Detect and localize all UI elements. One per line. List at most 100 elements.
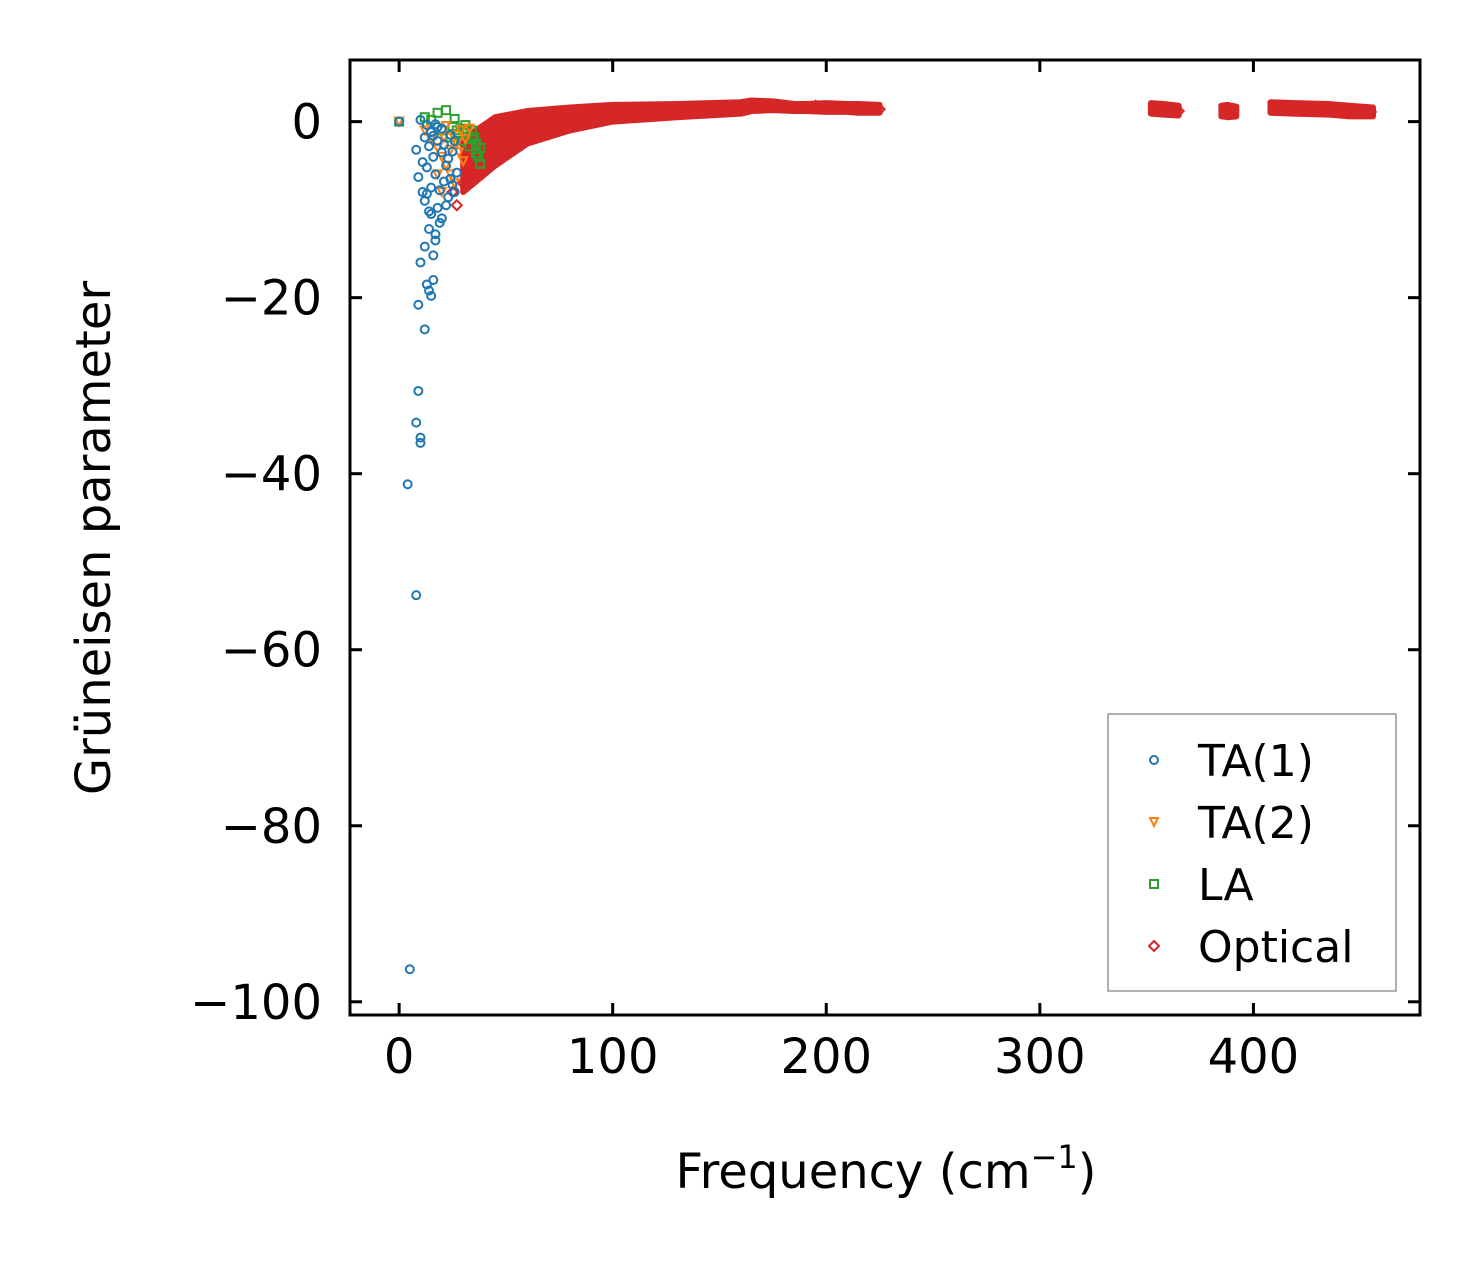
data-point	[464, 141, 475, 152]
data-point	[419, 241, 430, 252]
y-tick-label: −20	[221, 271, 322, 327]
data-point	[520, 119, 534, 133]
plot-frame	[348, 58, 1422, 1017]
data-point	[441, 105, 452, 116]
data-point	[606, 108, 620, 121]
data-point	[809, 99, 823, 113]
data-point	[1289, 101, 1303, 115]
axes: 0 100 200 300 400 0 −20 −40 −60 −80 −100	[190, 58, 1422, 1085]
data-point	[1353, 104, 1367, 118]
data-point	[1364, 105, 1378, 119]
legend-marker	[1148, 817, 1160, 829]
data-point	[415, 114, 426, 125]
legend-label: TA(1)	[1197, 736, 1314, 787]
legend-item: TA(2)	[1148, 798, 1314, 849]
y-tick-label: −80	[221, 799, 322, 855]
data-point	[627, 106, 641, 120]
data-point	[451, 167, 462, 178]
data-point	[691, 102, 705, 116]
x-tick-label: 100	[567, 1029, 659, 1085]
x-axis-label-end: )	[1078, 1144, 1097, 1200]
y-tick-label: 0	[291, 95, 322, 151]
data-point	[411, 590, 422, 601]
data-point	[510, 124, 524, 137]
data-point	[461, 168, 474, 181]
data-point	[499, 128, 513, 142]
data-point	[434, 185, 445, 196]
data-point	[430, 169, 441, 180]
data-point	[1172, 104, 1186, 118]
data-point	[426, 182, 437, 193]
data-point	[413, 385, 424, 396]
data-point	[428, 275, 439, 286]
data-point	[432, 202, 443, 213]
legend-marker	[1149, 755, 1159, 765]
data-point	[438, 139, 449, 150]
data-point	[475, 158, 486, 169]
legend-item: LA	[1149, 860, 1254, 911]
legend-marker	[1147, 939, 1161, 953]
data-point	[441, 200, 452, 211]
data-point	[424, 223, 435, 234]
data-point	[862, 101, 876, 115]
legend-label: Optical	[1198, 922, 1353, 973]
data-point	[415, 257, 426, 268]
data-point	[841, 101, 855, 114]
legend: TA(1) TA(2) LA Optical	[1107, 713, 1397, 992]
data-point	[432, 121, 443, 132]
data-point	[1268, 101, 1282, 114]
x-tick-label: 0	[384, 1029, 415, 1085]
data-point	[424, 285, 435, 296]
data-point	[1161, 103, 1175, 117]
data-point	[670, 103, 684, 117]
data-point	[415, 432, 426, 443]
data-point	[798, 101, 812, 114]
data-point	[415, 437, 426, 448]
data-point	[419, 324, 430, 335]
data-point	[424, 206, 435, 217]
data-point	[766, 99, 780, 113]
legend-marker	[1149, 879, 1159, 889]
data-point	[713, 101, 726, 115]
data-point	[402, 479, 413, 490]
data-point	[417, 157, 428, 168]
data-point	[443, 192, 454, 203]
data-point	[421, 120, 432, 131]
data-point	[428, 151, 439, 162]
data-point	[430, 229, 441, 240]
y-tick-label: −40	[221, 447, 322, 503]
data-point	[426, 290, 437, 301]
data-point	[411, 144, 422, 155]
legend-item: TA(1)	[1149, 736, 1314, 787]
data-point	[851, 101, 865, 115]
x-axis-label: Frequency (cm−1)	[675, 1138, 1096, 1200]
x-tick-label: 200	[780, 1029, 872, 1085]
data-point	[1150, 101, 1164, 115]
data-point	[455, 125, 467, 137]
optical-band	[748, 97, 883, 116]
data-point	[447, 146, 458, 157]
data-point	[745, 99, 758, 113]
data-point	[394, 116, 405, 127]
data-point	[443, 153, 454, 164]
plot-area	[393, 97, 1378, 975]
legend-label: TA(2)	[1197, 798, 1314, 849]
data-point	[449, 135, 460, 146]
data-point	[449, 187, 460, 198]
x-tick-label: 400	[1208, 1029, 1300, 1085]
data-point	[648, 105, 662, 119]
data-point	[563, 112, 577, 126]
data-point	[456, 176, 470, 190]
x-tick-label: 300	[994, 1029, 1086, 1085]
data-point	[424, 141, 435, 152]
data-point	[404, 964, 415, 975]
data-point	[471, 148, 482, 159]
data-point	[488, 137, 502, 151]
y-axis-label: Grüneisen parameter	[66, 281, 122, 796]
data-point	[438, 176, 449, 187]
data-point	[873, 102, 887, 116]
data-point	[1225, 104, 1239, 118]
data-point	[417, 187, 428, 198]
data-point	[449, 113, 460, 124]
data-point	[584, 109, 598, 123]
